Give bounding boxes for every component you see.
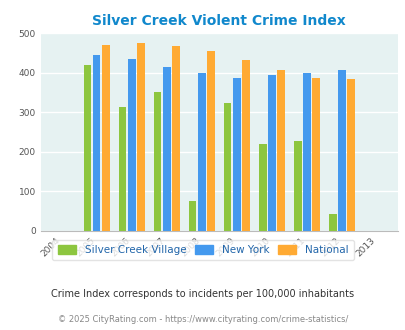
Bar — [118, 108, 126, 231]
Title: Silver Creek Violent Crime Index: Silver Creek Violent Crime Index — [92, 14, 345, 28]
Bar — [232, 78, 240, 231]
Bar — [328, 214, 336, 231]
Bar — [302, 73, 310, 231]
Bar — [153, 92, 161, 231]
Bar — [83, 65, 91, 231]
Bar — [276, 70, 284, 231]
Bar — [136, 43, 144, 231]
Bar — [337, 70, 345, 231]
Bar — [258, 144, 266, 231]
Bar — [188, 201, 196, 231]
Bar — [197, 73, 205, 231]
Bar — [241, 59, 249, 231]
Bar — [172, 46, 179, 231]
Bar — [346, 79, 354, 231]
Bar — [128, 59, 135, 231]
Bar — [311, 78, 319, 231]
Bar — [102, 45, 109, 231]
Legend: Silver Creek Village, New York, National: Silver Creek Village, New York, National — [52, 240, 353, 260]
Bar — [267, 75, 275, 231]
Bar — [93, 55, 100, 231]
Bar — [207, 51, 214, 231]
Text: Crime Index corresponds to incidents per 100,000 inhabitants: Crime Index corresponds to incidents per… — [51, 289, 354, 299]
Bar — [223, 104, 231, 231]
Bar — [293, 141, 301, 231]
Bar — [162, 67, 170, 231]
Text: © 2025 CityRating.com - https://www.cityrating.com/crime-statistics/: © 2025 CityRating.com - https://www.city… — [58, 315, 347, 324]
